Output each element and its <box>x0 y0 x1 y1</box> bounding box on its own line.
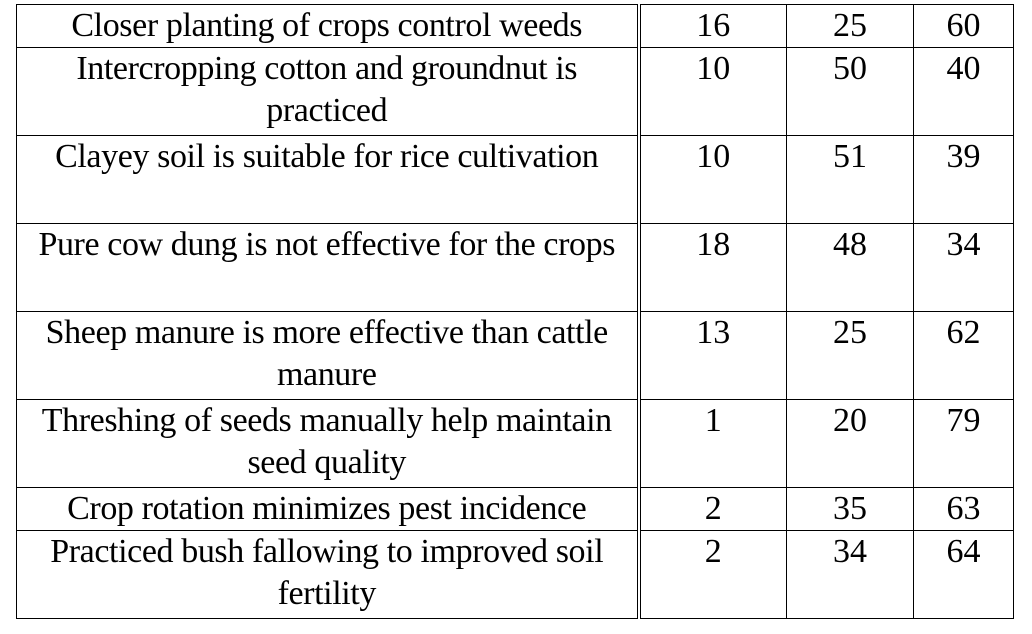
value-cell: 62 <box>913 311 1014 400</box>
table-row: Intercropping cotton and groundnut is pr… <box>16 47 1014 136</box>
value-cell: 40 <box>913 47 1014 136</box>
value-cell: 13 <box>636 311 787 400</box>
practice-cell: Clayey soil is suitable for rice cultiva… <box>16 135 639 224</box>
table-row: Clayey soil is suitable for rice cultiva… <box>16 135 1014 224</box>
practice-cell: Sheep manure is more effective than catt… <box>16 311 639 400</box>
value-cell: 48 <box>786 223 914 312</box>
table-row: Pure cow dung is not effective for the c… <box>16 223 1014 312</box>
value-cell: 16 <box>636 4 787 48</box>
value-cell: 25 <box>786 4 914 48</box>
table-row: Practiced bush fallowing to improved soi… <box>16 530 1014 619</box>
practice-cell: Threshing of seeds manually help maintai… <box>16 399 639 488</box>
value-cell: 79 <box>913 399 1014 488</box>
value-cell: 63 <box>913 487 1014 531</box>
table-row: Closer planting of crops control weeds 1… <box>16 4 1014 48</box>
value-cell: 39 <box>913 135 1014 224</box>
value-cell: 34 <box>786 530 914 619</box>
value-cell: 2 <box>636 530 787 619</box>
value-cell: 10 <box>636 47 787 136</box>
practice-cell: Closer planting of crops control weeds <box>16 4 639 48</box>
practice-cell: Intercropping cotton and groundnut is pr… <box>16 47 639 136</box>
value-cell: 2 <box>636 487 787 531</box>
practices-table: Closer planting of crops control weeds 1… <box>16 4 1014 619</box>
practices-table-container: Closer planting of crops control weeds 1… <box>16 4 1014 619</box>
practice-cell: Crop rotation minimizes pest incidence <box>16 487 639 531</box>
table-row: Threshing of seeds manually help maintai… <box>16 399 1014 488</box>
value-cell: 35 <box>786 487 914 531</box>
table-row: Sheep manure is more effective than catt… <box>16 311 1014 400</box>
value-cell: 1 <box>636 399 787 488</box>
value-cell: 25 <box>786 311 914 400</box>
value-cell: 64 <box>913 530 1014 619</box>
table-row: Crop rotation minimizes pest incidence 2… <box>16 487 1014 531</box>
value-cell: 51 <box>786 135 914 224</box>
value-cell: 60 <box>913 4 1014 48</box>
value-cell: 20 <box>786 399 914 488</box>
value-cell: 34 <box>913 223 1014 312</box>
practice-cell: Pure cow dung is not effective for the c… <box>16 223 639 312</box>
value-cell: 18 <box>636 223 787 312</box>
value-cell: 10 <box>636 135 787 224</box>
value-cell: 50 <box>786 47 914 136</box>
practice-cell: Practiced bush fallowing to improved soi… <box>16 530 639 619</box>
